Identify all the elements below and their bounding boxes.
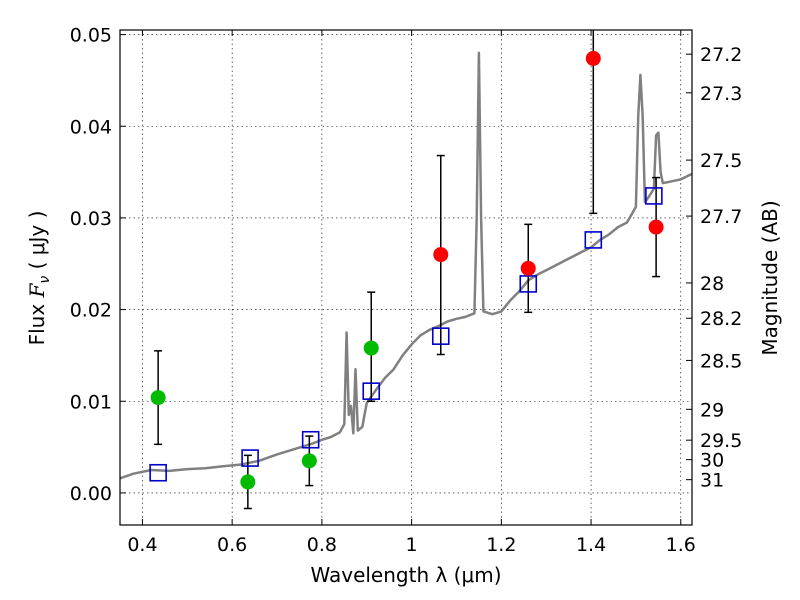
- y2-tick-label: 27.7: [700, 206, 742, 228]
- nondetection-point: [363, 340, 379, 356]
- y-tick-label: 0.04: [70, 116, 112, 138]
- x-tick-label: 1: [406, 534, 418, 556]
- plot-frame: [119, 29, 693, 526]
- y-tick-label: 0.01: [70, 391, 112, 413]
- y2-tick-label: 27.3: [700, 83, 742, 105]
- y-tick-label: 0.05: [70, 25, 112, 47]
- nondetection-point: [301, 453, 317, 469]
- y-axis-label-prefix: Flux: [25, 297, 49, 345]
- y-axis-label-unit: ( μJy ): [25, 211, 49, 276]
- y2-tick-label: 28.5: [700, 350, 742, 372]
- y2-tick-label: 29.5: [700, 430, 742, 452]
- y2-tick-label: 30: [700, 450, 724, 472]
- model-band-point: [519, 275, 538, 293]
- detection-point: [648, 219, 664, 235]
- y2-tick-label: 28.2: [700, 308, 742, 330]
- y2-axis-label: Magnitude (AB): [758, 200, 782, 355]
- nondetection-point: [150, 390, 166, 406]
- y-axis-label-subscript: ν: [37, 276, 53, 284]
- model-band-point: [584, 231, 603, 249]
- y-tick-label: 0.03: [70, 208, 112, 230]
- model-band-point: [645, 187, 663, 205]
- model-band-point: [149, 463, 167, 482]
- detection-point: [433, 247, 449, 263]
- y2-tick-label: 27.2: [700, 44, 742, 66]
- y2-tick-label: 29: [700, 399, 724, 421]
- y2-tick-label: 28: [700, 273, 724, 295]
- x-tick-label: 0.8: [307, 534, 337, 556]
- x-tick-label: 0.6: [217, 534, 247, 556]
- model-band-point: [431, 327, 450, 345]
- grid-layer: [120, 30, 692, 525]
- y2-tick-label: 31: [700, 470, 724, 492]
- detection-point: [520, 260, 536, 276]
- nondetection-point: [240, 474, 256, 490]
- model-band-point: [241, 449, 259, 467]
- y-tick-label: 0.00: [70, 483, 112, 505]
- x-tick-label: 1.2: [486, 534, 516, 556]
- plot-layer: [119, 30, 693, 510]
- model-band-point: [362, 382, 381, 400]
- y-axis-label-symbol: F: [25, 282, 49, 298]
- y2-tick-label: 27.5: [700, 150, 742, 172]
- detection-point: [585, 50, 601, 66]
- model-band-point: [301, 430, 320, 449]
- x-tick-label: 1.4: [576, 534, 606, 556]
- y-tick-label: 0.02: [70, 300, 112, 322]
- model-spectrum-line: [119, 51, 693, 480]
- x-tick-label: 0.4: [127, 534, 157, 556]
- x-tick-label: 1.6: [666, 534, 696, 556]
- x-axis-label: Wavelength λ (μm): [310, 563, 501, 587]
- y-axis-label: Flux Fν ( μJy ): [25, 211, 53, 346]
- tick-layer: 0.4 0.6 0.8 1 1.2 1.4 1.6 0.00 0.01 0.02 0.03 0.04 0…: [70, 25, 743, 556]
